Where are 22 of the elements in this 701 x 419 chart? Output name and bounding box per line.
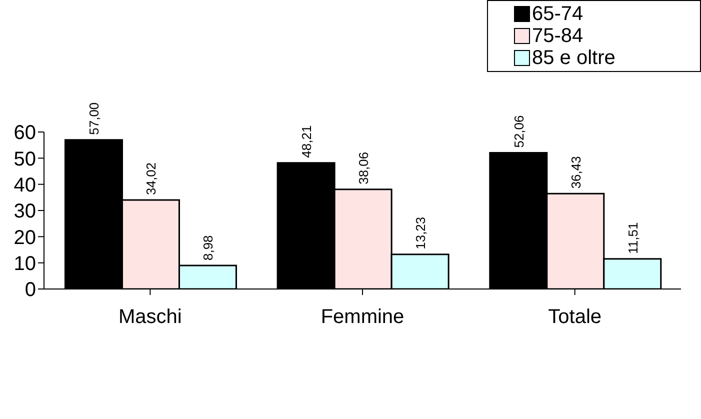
data-label: 34,02 <box>144 162 159 195</box>
data-label: 11,51 <box>625 222 640 254</box>
y-tick-label: 40 <box>14 174 36 196</box>
data-label: 48,21 <box>299 125 314 158</box>
data-label: 8,98 <box>200 235 216 260</box>
x-tick-label: Maschi <box>118 306 182 328</box>
data-label: 13,23 <box>413 216 428 250</box>
y-tick-label: 20 <box>14 226 36 249</box>
legend-label: 85 e oltre <box>532 47 616 69</box>
x-tick-label: Femmine <box>320 306 404 328</box>
y-tick-label: 50 <box>14 148 36 170</box>
y-tick-label: 10 <box>14 252 36 275</box>
y-tick-label: 0 <box>24 279 36 302</box>
x-tick-label: Totale <box>548 306 602 328</box>
legend-label: 75-84 <box>532 25 584 47</box>
legend-label: 65-74 <box>532 3 584 25</box>
data-label: 52,06 <box>511 115 526 148</box>
y-tick-label: 30 <box>14 200 36 223</box>
data-label: 36,43 <box>568 156 584 189</box>
data-label: 57,00 <box>86 102 102 135</box>
y-tick-label: 60 <box>14 122 36 144</box>
data-label: 38,06 <box>356 152 372 184</box>
